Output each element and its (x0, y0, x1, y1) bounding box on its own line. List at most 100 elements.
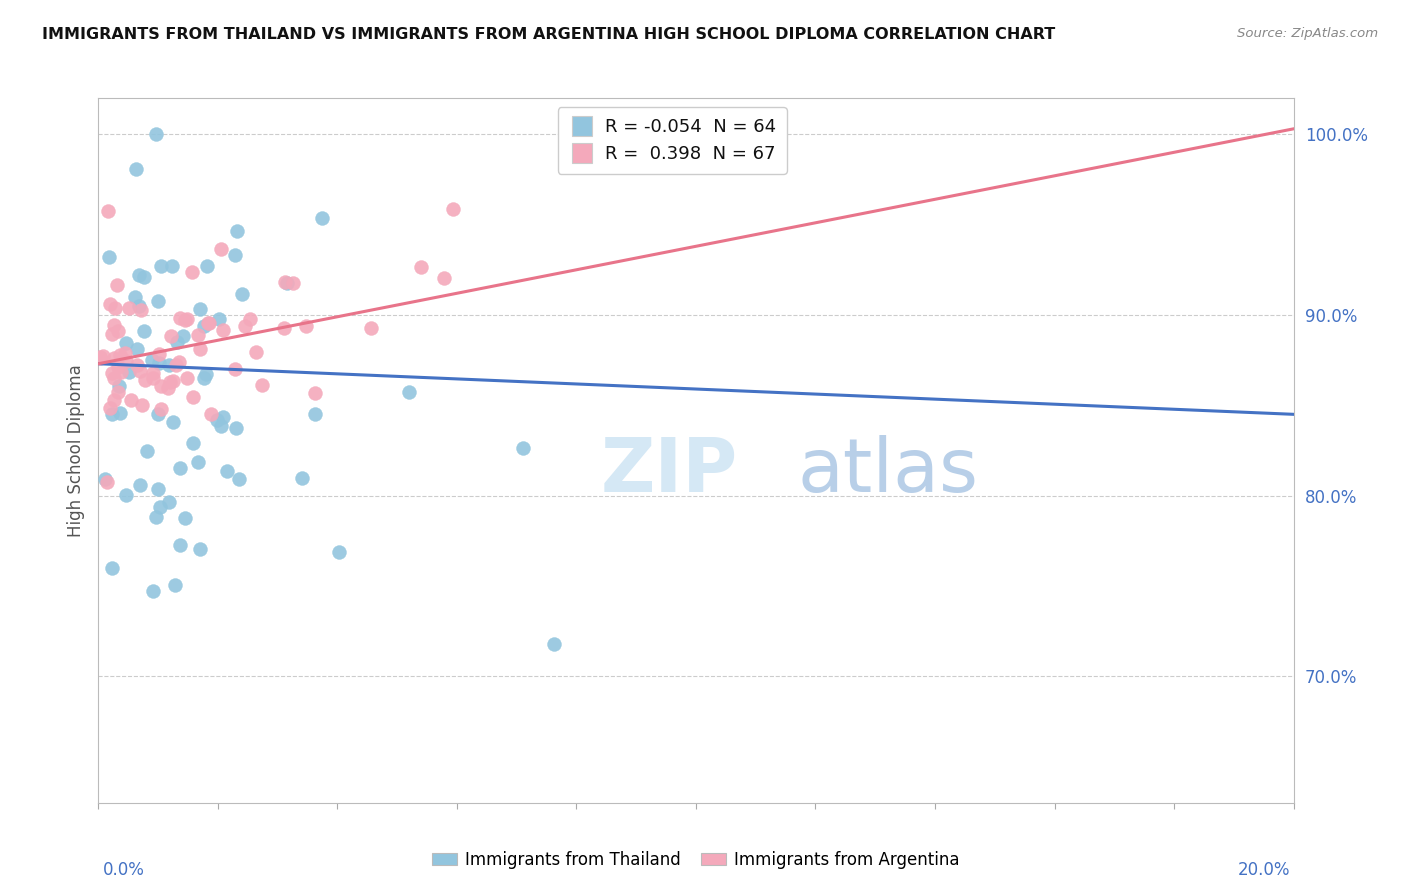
Point (91, 349, 114, 363)
Y-axis label: High School Diploma: High School Diploma (66, 364, 84, 537)
Point (187, 328, 209, 343)
Point (120, 392, 142, 407)
Point (103, 392, 125, 407)
Point (107, 385, 129, 400)
Point (197, 316, 219, 330)
Point (94, 473, 117, 487)
Point (512, 441, 534, 455)
Point (96, 475, 118, 490)
Point (239, 311, 262, 326)
Point (89, 350, 111, 364)
Point (157, 495, 180, 509)
Legend: Immigrants from Thailand, Immigrants from Argentina: Immigrants from Thailand, Immigrants fro… (426, 844, 966, 876)
Point (165, 578, 187, 592)
Point (128, 268, 150, 282)
Point (224, 361, 246, 376)
Point (176, 312, 198, 326)
Point (169, 538, 191, 552)
Point (273, 321, 295, 335)
Point (118, 301, 141, 315)
Point (148, 356, 170, 370)
Point (146, 293, 169, 308)
Point (89, 351, 111, 366)
Text: 20.0%: 20.0% (1239, 861, 1291, 879)
Text: IMMIGRANTS FROM THAILAND VS IMMIGRANTS FROM ARGENTINA HIGH SCHOOL DIPLOMA CORREL: IMMIGRANTS FROM THAILAND VS IMMIGRANTS F… (42, 27, 1056, 42)
Point (543, 637, 565, 651)
Point (157, 381, 180, 395)
Point (209, 419, 232, 434)
Point (100, 561, 122, 575)
Point (100, 297, 122, 311)
Point (104, 301, 127, 316)
Point (148, 347, 170, 361)
Point (150, 379, 173, 393)
Point (441, 202, 464, 216)
Point (276, 276, 298, 290)
Point (146, 407, 169, 421)
Point (124, 290, 146, 304)
Point (181, 390, 204, 404)
Point (245, 345, 267, 359)
Point (187, 455, 209, 469)
Point (107, 360, 129, 375)
Point (125, 162, 148, 177)
Point (411, 260, 433, 275)
Point (115, 336, 138, 351)
Point (181, 265, 204, 279)
Point (141, 352, 163, 367)
Point (200, 407, 222, 421)
Point (224, 248, 246, 262)
Point (166, 335, 188, 350)
Point (173, 511, 195, 525)
Point (311, 211, 333, 226)
Point (101, 366, 124, 380)
Point (207, 413, 229, 427)
Point (167, 354, 190, 368)
Point (103, 318, 125, 332)
Point (304, 407, 326, 421)
Point (360, 320, 382, 334)
Point (157, 358, 180, 372)
Point (181, 435, 204, 450)
Point (188, 301, 211, 316)
Point (97, 250, 120, 264)
Point (294, 318, 316, 333)
Point (118, 365, 141, 379)
Point (107, 324, 129, 338)
Point (194, 367, 217, 381)
Point (108, 407, 131, 421)
Point (103, 371, 125, 385)
Point (125, 358, 148, 372)
Point (328, 545, 350, 559)
Point (100, 326, 122, 341)
Point (135, 444, 157, 458)
Point (100, 401, 122, 415)
Point (160, 260, 183, 274)
Point (173, 313, 195, 327)
Point (115, 488, 138, 502)
Point (134, 373, 156, 387)
Point (149, 259, 172, 273)
Point (291, 470, 314, 484)
Point (433, 271, 456, 285)
Point (165, 358, 187, 372)
Text: 0.0%: 0.0% (103, 861, 145, 879)
Point (208, 311, 231, 326)
Text: ZIP: ZIP (600, 435, 738, 508)
Point (226, 224, 249, 238)
Point (142, 370, 165, 384)
Point (142, 366, 165, 380)
Point (190, 541, 212, 556)
Point (114, 346, 136, 360)
Point (304, 385, 326, 400)
Point (212, 323, 235, 337)
Point (114, 353, 136, 368)
Point (148, 482, 170, 496)
Point (128, 300, 150, 314)
Point (193, 371, 215, 385)
Point (231, 287, 253, 301)
Point (215, 464, 238, 478)
Point (131, 398, 153, 412)
Text: atlas: atlas (797, 435, 979, 508)
Point (169, 461, 191, 475)
